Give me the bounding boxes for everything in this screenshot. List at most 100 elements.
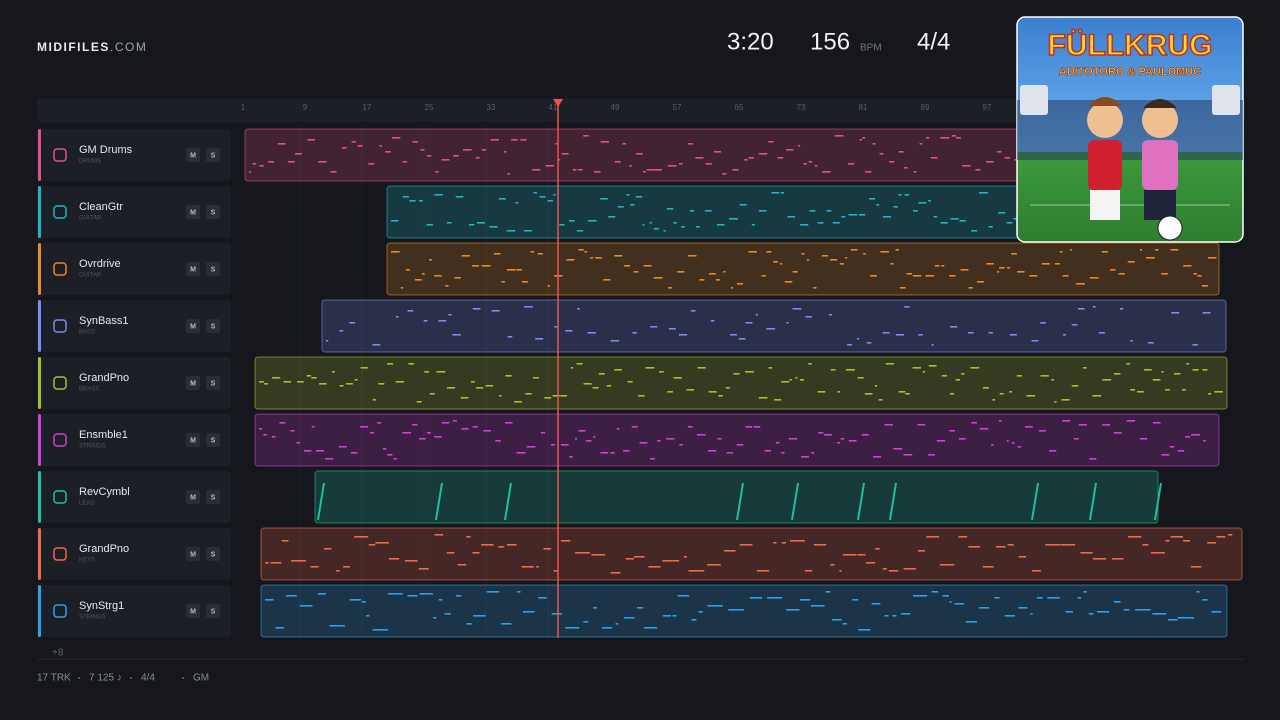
note: [999, 393, 1004, 395]
mute-button[interactable]: [186, 547, 200, 561]
player-shorts: [1144, 190, 1176, 220]
note: [310, 566, 319, 568]
solo-label[interactable]: S: [211, 209, 216, 216]
note: [277, 143, 286, 145]
track-header[interactable]: Ensmble1 STRINGS M S: [37, 414, 231, 466]
solo-button[interactable]: [206, 148, 220, 162]
note: [997, 271, 1000, 273]
track-header[interactable]: Ovrdrive GUITAR M S: [37, 243, 231, 295]
note: [748, 251, 757, 253]
note: [402, 432, 412, 434]
mute-label[interactable]: M: [190, 608, 196, 615]
track-header[interactable]: GM Drums DRUMS M S: [37, 129, 231, 181]
solo-label[interactable]: S: [211, 551, 216, 558]
note: [438, 320, 447, 322]
note: [800, 599, 811, 601]
note: [598, 373, 605, 375]
solo-button[interactable]: [206, 433, 220, 447]
note: [698, 611, 703, 613]
note: [998, 420, 1002, 422]
mute-label[interactable]: M: [190, 266, 196, 273]
track-header[interactable]: GrandPno BRASS M S: [37, 357, 231, 409]
note: [893, 206, 898, 208]
note: [872, 143, 876, 145]
mute-button[interactable]: [186, 319, 200, 333]
track-header[interactable]: GrandPno KEYS M S: [37, 528, 231, 580]
mute-button[interactable]: [186, 148, 200, 162]
solo-button[interactable]: [206, 205, 220, 219]
solo-label[interactable]: S: [211, 380, 216, 387]
note: [646, 169, 654, 171]
note: [561, 153, 569, 155]
mute-button[interactable]: [186, 490, 200, 504]
mute-label[interactable]: M: [190, 380, 196, 387]
track-header[interactable]: CleanGtr GUITAR M S: [37, 186, 231, 238]
solo-label[interactable]: S: [211, 608, 216, 615]
note: [1208, 393, 1212, 395]
solo-button[interactable]: [206, 319, 220, 333]
note: [845, 257, 848, 259]
mute-button[interactable]: [186, 205, 200, 219]
mute-label[interactable]: M: [190, 323, 196, 330]
solo-label[interactable]: S: [211, 494, 216, 501]
note: [387, 363, 394, 365]
note: [965, 621, 978, 623]
note: [538, 597, 547, 599]
note: [1011, 253, 1017, 255]
mute-label[interactable]: M: [190, 437, 196, 444]
bar-number: 97: [983, 103, 992, 112]
note: [959, 220, 966, 222]
mute-label[interactable]: M: [190, 551, 196, 558]
mute-label[interactable]: M: [190, 152, 196, 159]
note: [1165, 389, 1170, 391]
more-tracks[interactable]: +8: [52, 648, 64, 659]
track-header[interactable]: SynStrg1 STRINGS M S: [37, 585, 231, 637]
note: [949, 275, 956, 277]
solo-label[interactable]: S: [211, 437, 216, 444]
note: [657, 440, 661, 442]
solo-label[interactable]: S: [211, 266, 216, 273]
track-header[interactable]: SynBass1 BASS M S: [37, 300, 231, 352]
solo-button[interactable]: [206, 604, 220, 618]
note: [490, 139, 499, 141]
note: [871, 603, 881, 605]
note: [1092, 558, 1107, 560]
note: [949, 393, 955, 395]
note: [758, 397, 768, 399]
clip-body: [386, 242, 1220, 296]
note: [1006, 440, 1009, 442]
note: [326, 340, 329, 342]
note: [696, 434, 706, 436]
solo-label[interactable]: S: [211, 152, 216, 159]
note: [1029, 275, 1038, 277]
note: [1168, 619, 1178, 621]
mute-button[interactable]: [186, 262, 200, 276]
note: [632, 332, 637, 334]
mute-button[interactable]: [186, 376, 200, 390]
note: [988, 226, 993, 228]
solo-label[interactable]: S: [211, 323, 216, 330]
note: [986, 263, 994, 265]
track-header[interactable]: RevCymbl LEAD M S: [37, 471, 231, 523]
footer: 17 TRK 7 125 ♪ 4/4 GM: [37, 673, 209, 684]
note: [884, 615, 889, 617]
note: [848, 163, 855, 165]
note: [506, 269, 516, 271]
note: [903, 454, 913, 456]
solo-button[interactable]: [206, 376, 220, 390]
mute-label[interactable]: M: [190, 494, 196, 501]
note: [633, 271, 639, 273]
note: [971, 230, 978, 232]
note: [517, 591, 521, 593]
solo-button[interactable]: [206, 547, 220, 561]
note: [839, 263, 844, 265]
mute-button[interactable]: [186, 604, 200, 618]
track-panel: [37, 585, 231, 637]
mute-label[interactable]: M: [190, 209, 196, 216]
solo-button[interactable]: [206, 262, 220, 276]
solo-button[interactable]: [206, 490, 220, 504]
note: [560, 444, 569, 446]
mute-button[interactable]: [186, 433, 200, 447]
separator: [78, 677, 80, 679]
clip-body: [314, 470, 1159, 524]
